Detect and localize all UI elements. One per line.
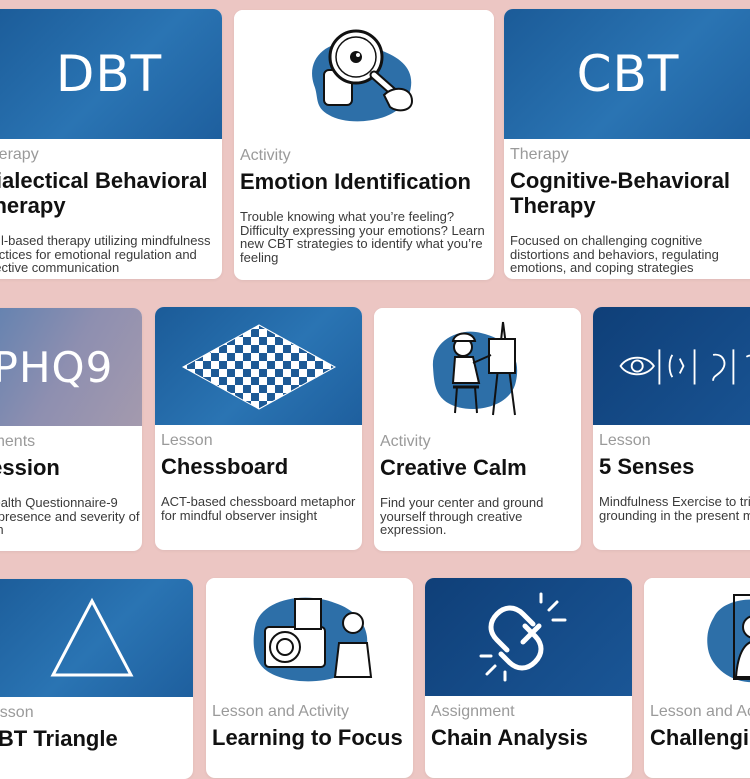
card-cbt-triangle[interactable]: Lesson CBT Triangle [0, 579, 193, 779]
card-5-senses[interactable]: Lesson 5 Senses Mindfulness Exercise to … [593, 307, 750, 550]
card-thumbnail [234, 10, 494, 140]
card-label: PHQ9 [0, 342, 114, 392]
card-category: Therapy [510, 146, 569, 163]
card-description: Trouble knowing what you’re feeling? Dif… [240, 209, 485, 265]
senses-icons [619, 349, 750, 385]
card-title: Dialectical Behavioral Therapy [0, 168, 208, 218]
triangle-icon [50, 597, 133, 677]
card-title: Emotion Identification [240, 169, 471, 194]
card-category: Lesson and Activity [212, 703, 349, 720]
card-title: Cognitive-Behavioral Therapy [510, 168, 731, 218]
card-dbt[interactable]: DBT Therapy Dialectical Behavioral Thera… [0, 9, 222, 279]
thinker-illustration [707, 594, 750, 683]
card-description: Skill-based therapy utilizing mindfulnes… [0, 233, 211, 275]
card-chain-analysis[interactable]: Assignment Chain Analysis [425, 578, 632, 778]
broken-chain-icon [479, 592, 566, 682]
card-description: Patient Health Questionnaire-9 assesses … [0, 495, 140, 536]
card-category: Activity [240, 147, 291, 164]
card-description: Find your center and ground yourself thr… [380, 495, 544, 537]
card-title: CBT Triangle [0, 726, 118, 751]
card-title: Chessboard [161, 454, 289, 479]
card-thumbnail [593, 307, 750, 425]
card-cbt[interactable]: CBT Therapy Cognitive-Behavioral Therapy… [504, 9, 750, 279]
card-description: Focused on challenging cognitive distort… [510, 233, 719, 275]
card-chessboard[interactable]: Lesson Chessboard ACT-based chessboard m… [155, 307, 362, 550]
card-thumbnail [206, 578, 413, 696]
card-thumbnail: DBT [0, 9, 222, 139]
card-challenging[interactable]: Lesson and Activity Challenging [644, 578, 750, 778]
card-category: Assignment [431, 703, 515, 720]
card-category: Lesson [161, 432, 213, 449]
magnifying-glass-illustration [312, 29, 414, 122]
painter-illustration [432, 321, 517, 416]
card-category: Therapy [0, 146, 39, 163]
card-title: Creative Calm [380, 455, 527, 480]
card-thumbnail: CBT [504, 9, 750, 139]
card-title: Learning to Focus [212, 725, 403, 750]
card-thumbnail [644, 578, 750, 696]
card-category: Activity [380, 433, 431, 450]
card-phq9[interactable]: PHQ9 Assessments Depression Patient Heal… [0, 308, 142, 551]
card-learning-to-focus[interactable]: Lesson and Activity Learning to Focus [206, 578, 413, 778]
card-thumbnail [0, 579, 193, 697]
camera-focus-illustration [253, 597, 372, 682]
card-creative-calm[interactable]: Activity Creative Calm Find your center … [374, 308, 581, 551]
card-category: Lesson [0, 704, 34, 721]
card-title: Chain Analysis [431, 725, 588, 750]
card-category: Assessments [0, 433, 36, 450]
chessboard-illustration [181, 324, 336, 410]
card-emotion-identification[interactable]: Activity Emotion Identification Trouble … [234, 10, 494, 280]
card-category: Lesson and Activity [650, 703, 750, 720]
card-title: Challenging [650, 725, 750, 750]
card-label: CBT [576, 45, 680, 103]
card-title: 5 Senses [599, 454, 695, 479]
card-description: Mindfulness Exercise to trigger groundin… [599, 494, 750, 523]
card-thumbnail [374, 308, 581, 426]
card-title: Depression [0, 455, 60, 480]
card-description: ACT-based chessboard metaphor for mindfu… [161, 494, 356, 523]
card-thumbnail: PHQ9 [0, 308, 142, 426]
card-category: Lesson [599, 432, 651, 449]
card-thumbnail [425, 578, 632, 696]
card-thumbnail [155, 307, 362, 425]
card-label: DBT [55, 45, 163, 103]
